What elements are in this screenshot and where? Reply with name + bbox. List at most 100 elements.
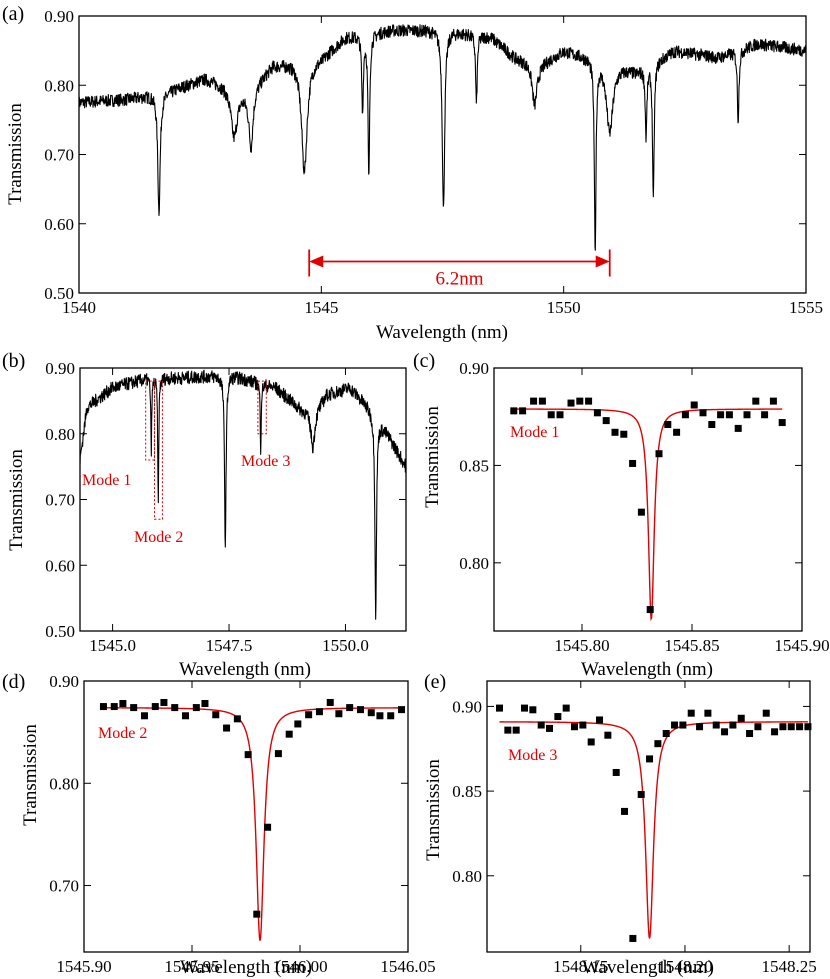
panel-a-ticks: 1540 1545 1550 1555 0.50 0.60 0.70 0.80 0.90 [44, 7, 823, 317]
data-point [510, 407, 518, 415]
data-point [593, 409, 601, 417]
data-point [729, 721, 737, 729]
panel-b-mode3-box [257, 380, 267, 435]
x-tick-label: 1545.90 [774, 636, 829, 655]
y-tick-label: 0.70 [45, 491, 75, 510]
y-tick-label: 0.80 [452, 867, 482, 886]
data-point [130, 704, 138, 712]
panel-c-xlabel: Wavelength (nm) [581, 659, 713, 680]
panel-d-points [99, 698, 406, 918]
panel-a-spectrum-line [78, 24, 807, 251]
data-point [264, 823, 272, 831]
y-tick-label: 0.80 [44, 76, 74, 95]
x-tick-label: 1547.5 [206, 636, 253, 655]
data-point [754, 723, 762, 731]
panel-a-arrowhead-left [309, 255, 324, 268]
data-point [743, 411, 751, 419]
data-point [734, 424, 742, 432]
data-point [233, 715, 241, 723]
data-point [579, 721, 587, 729]
data-point [761, 411, 769, 419]
data-point [285, 730, 293, 738]
panel-d-fit-curve [103, 707, 402, 941]
data-point [771, 728, 779, 736]
x-tick-label: 1555 [789, 298, 823, 317]
panel-e-frame [486, 680, 811, 953]
x-tick-label: 1545.90 [56, 957, 111, 976]
data-point [637, 790, 645, 798]
data-point [160, 698, 168, 706]
data-point [779, 723, 787, 731]
y-tick-label: 0.90 [49, 672, 79, 691]
data-point [376, 712, 384, 720]
data-point [537, 721, 545, 729]
data-point [554, 713, 562, 721]
panel-a-xlabel: Wavelength (nm) [376, 322, 508, 343]
data-point [646, 606, 654, 614]
panel-c-label: (c) [413, 350, 435, 372]
data-point [611, 428, 619, 436]
x-tick-label: 1550.0 [322, 636, 369, 655]
y-tick-label: 0.90 [44, 7, 74, 26]
data-point [681, 411, 689, 419]
data-point [704, 709, 712, 717]
data-point [752, 397, 760, 405]
panel-c-frame [493, 367, 803, 632]
data-point [546, 724, 554, 732]
data-point [547, 411, 555, 419]
data-point [99, 703, 107, 711]
data-point [335, 710, 343, 718]
data-point [717, 411, 725, 419]
data-point [804, 723, 812, 731]
y-tick-label: 0.80 [49, 774, 79, 793]
x-tick-label: 1548.20 [657, 957, 712, 976]
data-point [274, 750, 282, 758]
data-point [305, 711, 313, 719]
data-point [538, 397, 546, 405]
data-point [556, 411, 564, 419]
y-tick-label: 0.85 [459, 456, 489, 475]
panel-b-mode2-box [154, 380, 163, 520]
x-tick-label: 1546.00 [272, 957, 327, 976]
data-point [587, 738, 595, 746]
data-point [664, 420, 672, 428]
data-point [119, 699, 127, 707]
panel-d-ylabel: Transmission [20, 724, 41, 826]
panel-b-mode1-label: Mode 1 [82, 472, 131, 489]
y-tick-label: 0.85 [452, 782, 482, 801]
panel-d-xlabel: Wavelength (nm) [180, 957, 312, 978]
panel-c-ylabel: Transmission [422, 406, 443, 508]
data-point [223, 724, 231, 732]
panel-e-ylabel: Transmission [423, 759, 444, 861]
data-point [192, 704, 200, 712]
panel-d: (d) 1545.90 1545.95 1546.00 1546.05 0.70 0.80… [2, 671, 436, 978]
x-tick-label: 1545 [304, 298, 338, 317]
data-point [367, 709, 375, 717]
panel-d-frame [83, 680, 409, 953]
data-point [140, 712, 148, 720]
panel-c-fit-curve [513, 408, 783, 622]
data-point [326, 698, 334, 706]
data-point [576, 397, 584, 405]
panel-b-ticks: 1545.0 1547.5 1550.0 0.50 0.60 0.70 0.80 0.90 [45, 359, 406, 655]
y-tick-label: 0.70 [49, 877, 79, 896]
data-point [604, 731, 612, 739]
panel-b-frame [79, 367, 407, 632]
panel-b-spectrum-line [79, 369, 407, 620]
data-point [671, 721, 679, 729]
data-point [654, 740, 662, 748]
panel-a-span-label: 6.2nm [435, 268, 483, 289]
data-point [315, 708, 323, 716]
x-tick-label: 1545.95 [164, 957, 219, 976]
panel-d-ticks: 1545.90 1545.95 1546.00 1546.05 0.70 0.80 0.90 [49, 672, 435, 976]
data-point [746, 730, 754, 738]
x-tick-label: 1548.15 [553, 957, 608, 976]
data-point [662, 730, 670, 738]
data-point [244, 751, 252, 759]
data-point [571, 723, 579, 731]
x-tick-label: 1548.25 [762, 957, 817, 976]
data-point [655, 450, 663, 458]
panel-d-mode-label: Mode 2 [98, 725, 147, 742]
data-point [696, 723, 704, 731]
